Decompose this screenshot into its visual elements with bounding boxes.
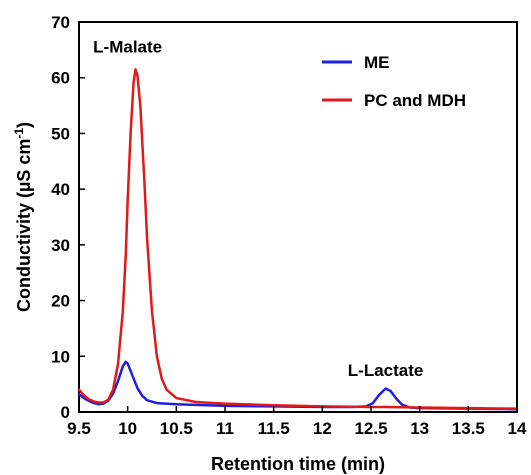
- x-axis: 9.5 10 10.5 11 11.5 12 12.5 13 13.5 14: [67, 406, 527, 438]
- x-tick-label: 10.5: [160, 419, 193, 438]
- legend-label: ME: [364, 53, 390, 72]
- peak-annotation: L-Lactate: [348, 361, 424, 380]
- plot-frame: [78, 21, 518, 413]
- x-tick-label: 11: [216, 419, 234, 438]
- x-tick-label: 13.5: [452, 419, 485, 438]
- plot-area: [77, 21, 519, 413]
- legend: ME PC and MDH: [322, 53, 466, 110]
- x-tick-label: 12.5: [354, 419, 387, 438]
- series-line-me: [77, 360, 519, 411]
- y-axis-title-main: Conductivity (µS cm: [14, 139, 34, 312]
- y-axis-title-sup: -1: [12, 128, 26, 139]
- series-group: [77, 68, 519, 411]
- series-line-pc-and-mdh: [77, 68, 519, 410]
- y-axis: 0 10 20 30 40 50 60 70: [51, 13, 85, 422]
- x-tick-label: 9.5: [67, 419, 91, 438]
- x-axis-title: Retention time (min): [211, 454, 385, 474]
- y-tick-label: 20: [51, 292, 70, 311]
- peak-annotation: L-Malate: [93, 38, 162, 57]
- x-tick-label: 11.5: [258, 419, 290, 438]
- y-axis-title-close: ): [14, 122, 34, 128]
- x-tick-label: 14: [508, 419, 527, 438]
- y-axis-title: Conductivity (µS cm-1): [12, 122, 34, 312]
- x-tick-label: 12: [313, 419, 332, 438]
- y-tick-label: 50: [51, 124, 70, 143]
- y-tick-label: 30: [51, 236, 70, 255]
- y-tick-label: 40: [51, 180, 70, 199]
- annotations: L-Malate L-Lactate: [93, 38, 423, 380]
- y-tick-label: 0: [61, 403, 70, 422]
- y-tick-label: 60: [51, 69, 70, 88]
- x-tick-label: 10: [118, 419, 137, 438]
- x-tick-label: 13: [410, 419, 429, 438]
- legend-label: PC and MDH: [364, 91, 466, 110]
- y-tick-label: 70: [51, 13, 70, 32]
- y-tick-label: 10: [51, 347, 70, 366]
